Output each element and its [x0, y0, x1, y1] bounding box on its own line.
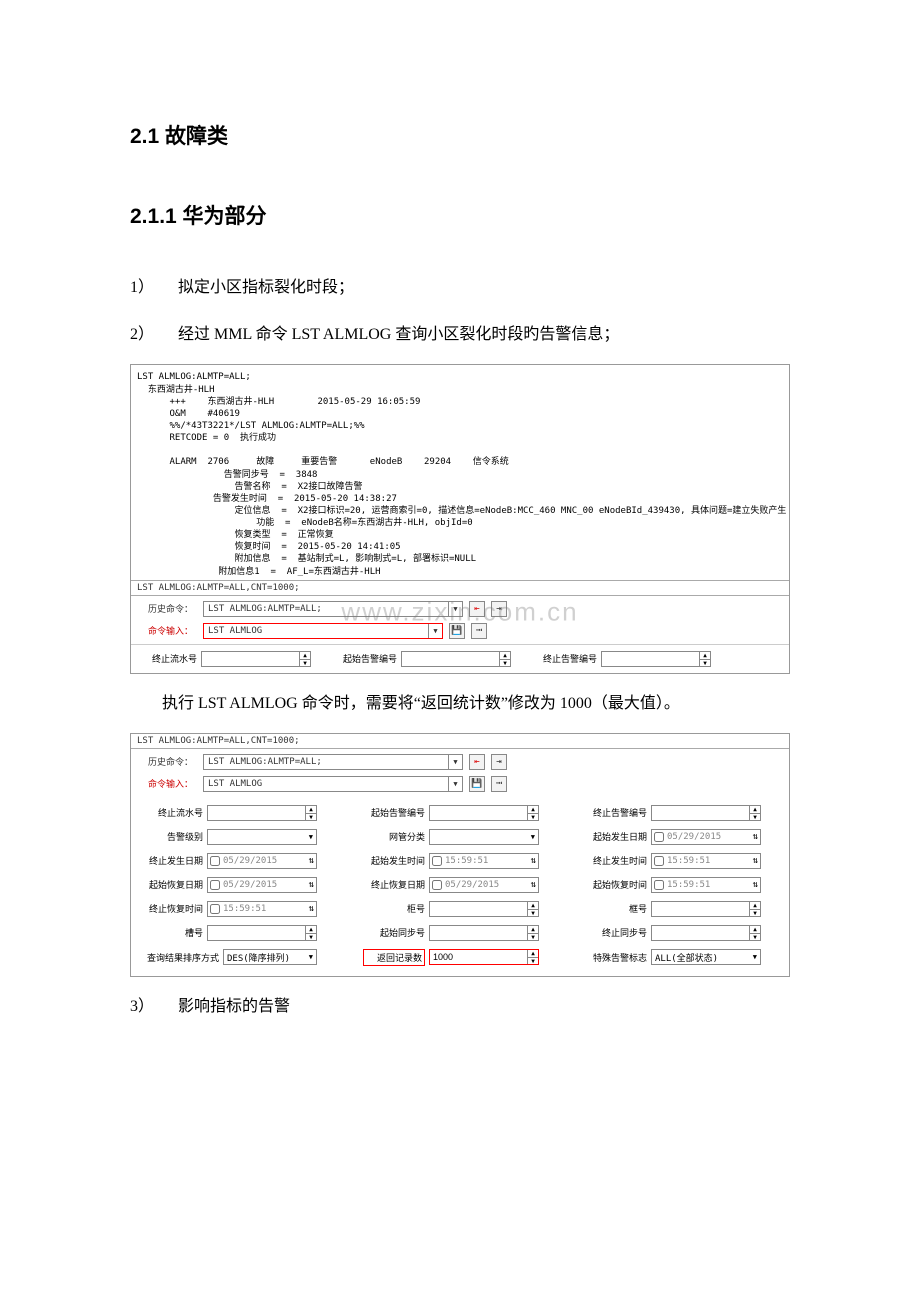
list-item-2: 2） 经过 MML 命令 LST ALMLOG 查询小区裂化时段旳告警信息； [130, 317, 790, 352]
console-output: LST ALMLOG:ALMTP=ALL; 东西湖古井-HLH +++ 东西湖古… [131, 365, 789, 579]
history-cmd-select-2[interactable]: LST ALMLOG:ALMTP=ALL; [203, 754, 463, 770]
param-end-alarm-label: 终止告警编号 [541, 652, 597, 665]
f-end-recover-time-l: 终止恢复时间 [141, 902, 203, 915]
f-cabinet-l: 柜号 [363, 902, 425, 915]
run-icon[interactable]: ⭲ [471, 623, 487, 639]
f-start-time-l: 起始发生时间 [363, 854, 425, 867]
panel2-header: LST ALMLOG:ALMTP=ALL,CNT=1000; [131, 734, 789, 748]
f-sort-l: 查询结果排序方式 [141, 951, 219, 964]
f-end-time-l: 终止发生时间 [585, 854, 647, 867]
f-end-sync[interactable]: ▲▼ [651, 925, 761, 941]
f-start-recover-time-l: 起始恢复时间 [585, 878, 647, 891]
paragraph-note: 执行 LST ALMLOG 命令时，需要将“返回统计数”修改为 1000（最大值… [130, 686, 790, 721]
f-start-alarm-l: 起始告警编号 [363, 806, 425, 819]
f-end-time[interactable]: 15:59:51⇅ [651, 853, 761, 869]
param-row-1: 终止流水号 ▲▼ 起始告警编号 ▲▼ 终止告警编号 ▲▼ [131, 644, 789, 673]
f-end-recover-time[interactable]: 15:59:51⇅ [207, 901, 317, 917]
f-start-sync-l: 起始同步号 [363, 926, 425, 939]
f-end-recover-date[interactable]: 05/29/2015⇅ [429, 877, 539, 893]
param-start-alarm[interactable]: ▲▼ [401, 651, 511, 667]
cmd-input-field-2[interactable]: LST ALMLOG [203, 776, 463, 792]
param-end-serial[interactable]: ▲▼ [201, 651, 311, 667]
console-panel-1: LST ALMLOG:ALMTP=ALL; 东西湖古井-HLH +++ 东西湖古… [130, 364, 790, 673]
save-icon-2[interactable]: 💾 [469, 776, 485, 792]
f-alarm-level[interactable] [207, 829, 317, 845]
f-end-recover-date-l: 终止恢复日期 [363, 878, 425, 891]
f-slot-l: 槽号 [141, 926, 203, 939]
f-frame[interactable]: ▲▼ [651, 901, 761, 917]
param-end-alarm[interactable]: ▲▼ [601, 651, 711, 667]
f-end-alarm[interactable]: ▲▼ [651, 805, 761, 821]
history-back-btn[interactable]: ⇤ [469, 601, 485, 617]
param-end-serial-label: 终止流水号 [141, 652, 197, 665]
f-sort[interactable]: DES(降序排列) [223, 949, 317, 965]
cmd-input-field[interactable]: LST ALMLOG [203, 623, 443, 639]
f-start-recover-date[interactable]: 05/29/2015⇅ [207, 877, 317, 893]
f-start-time[interactable]: 15:59:51⇅ [429, 853, 539, 869]
f-frame-l: 框号 [585, 902, 647, 915]
f-nms-class-l: 网管分类 [363, 830, 425, 843]
param-start-alarm-label: 起始告警编号 [341, 652, 397, 665]
f-return-count[interactable]: ▲▼ [429, 949, 539, 965]
f-end-serial[interactable]: ▲▼ [207, 805, 317, 821]
console-panel-2: LST ALMLOG:ALMTP=ALL,CNT=1000; 历史命令： LST… [130, 733, 790, 977]
list-item-3: 3） 影响指标的告警 [130, 989, 790, 1024]
cmd-input-label: 命令输入： [137, 624, 197, 637]
f-start-sync[interactable]: ▲▼ [429, 925, 539, 941]
f-nms-class[interactable] [429, 829, 539, 845]
command-footer-line: LST ALMLOG:ALMTP=ALL,CNT=1000; [131, 580, 789, 595]
parameter-form: 终止流水号 ▲▼ 起始告警编号 ▲▼ 终止告警编号 ▲▼ 告警级别 网管分类 起始发生… [131, 797, 789, 976]
f-slot[interactable]: ▲▼ [207, 925, 317, 941]
heading-2: 2.1.1 华为部分 [130, 200, 790, 230]
history-fwd-btn-2[interactable]: ⇥ [491, 754, 507, 770]
f-return-count-l: 返回记录数 [363, 949, 425, 966]
history-cmd-label-2: 历史命令： [137, 755, 197, 768]
f-end-date-l: 终止发生日期 [141, 854, 203, 867]
history-cmd-label: 历史命令： [137, 602, 197, 615]
history-fwd-btn[interactable]: ⇥ [491, 601, 507, 617]
f-end-date[interactable]: 05/29/2015⇅ [207, 853, 317, 869]
f-alarm-level-l: 告警级别 [141, 830, 203, 843]
f-start-alarm[interactable]: ▲▼ [429, 805, 539, 821]
history-back-btn-2[interactable]: ⇤ [469, 754, 485, 770]
f-end-serial-l: 终止流水号 [141, 806, 203, 819]
f-start-recover-time[interactable]: 15:59:51⇅ [651, 877, 761, 893]
f-start-recover-date-l: 起始恢复日期 [141, 878, 203, 891]
history-cmd-select[interactable]: LST ALMLOG:ALMTP=ALL; [203, 601, 463, 617]
f-special-flag-l: 特殊告警标志 [585, 951, 647, 964]
f-start-date-l: 起始发生日期 [585, 830, 647, 843]
list-item-1: 1） 拟定小区指标裂化时段； [130, 270, 790, 305]
f-end-sync-l: 终止同步号 [585, 926, 647, 939]
f-end-alarm-l: 终止告警编号 [585, 806, 647, 819]
cmd-input-label-2: 命令输入： [137, 777, 197, 790]
f-start-date[interactable]: 05/29/2015⇅ [651, 829, 761, 845]
f-special-flag[interactable]: ALL(全部状态) [651, 949, 761, 965]
heading-1: 2.1 故障类 [130, 120, 790, 150]
save-icon[interactable]: 💾 [449, 623, 465, 639]
run-icon-2[interactable]: ⭲ [491, 776, 507, 792]
f-cabinet[interactable]: ▲▼ [429, 901, 539, 917]
